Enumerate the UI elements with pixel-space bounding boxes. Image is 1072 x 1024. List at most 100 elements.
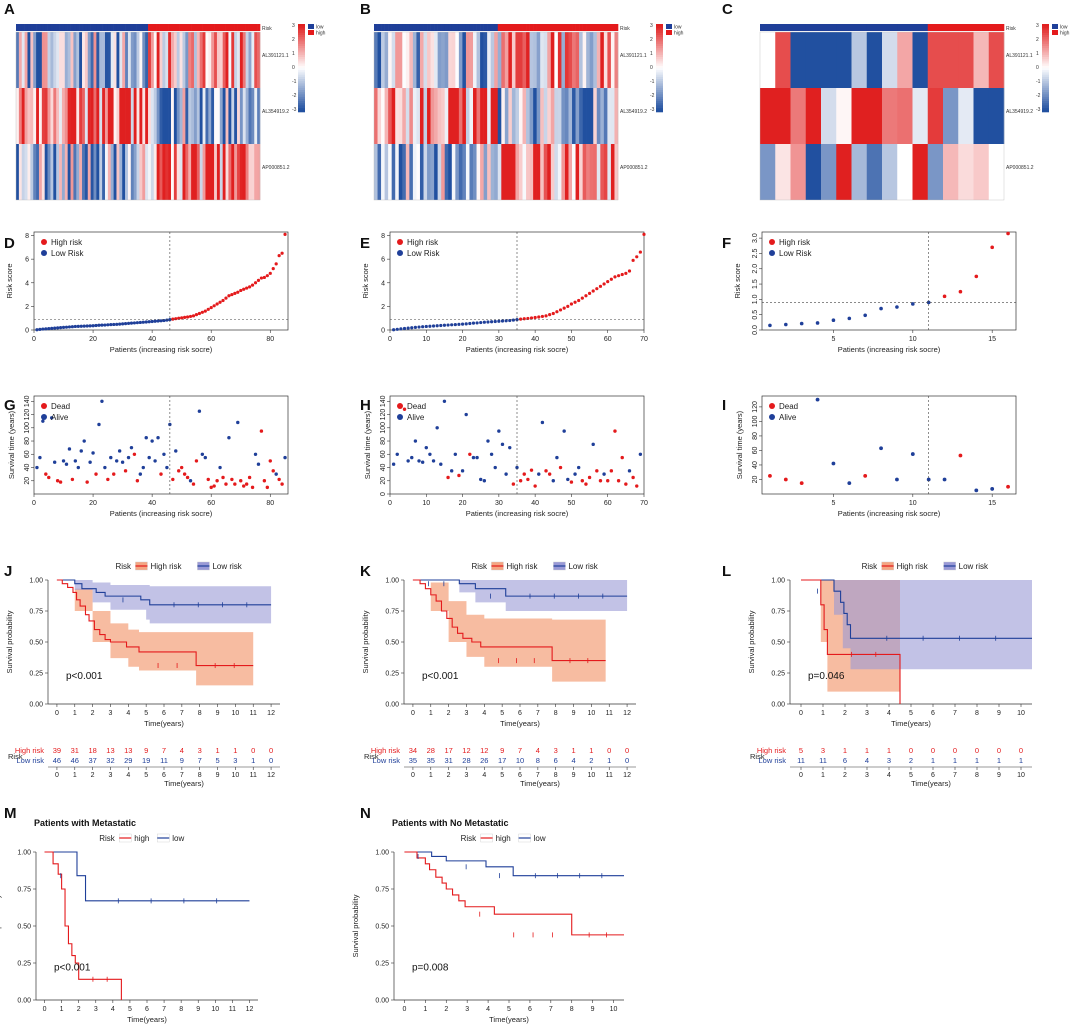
low-risk-point bbox=[479, 320, 483, 325]
heatmap-cell bbox=[182, 32, 186, 88]
color-scale-step bbox=[298, 92, 305, 95]
high-risk-point bbox=[990, 245, 994, 250]
heatmap-cell bbox=[173, 32, 178, 88]
heatmap-cell bbox=[402, 144, 407, 200]
low-risk-point bbox=[159, 319, 163, 323]
high-risk-point bbox=[236, 290, 240, 294]
heatmap-cell bbox=[76, 144, 80, 200]
heatmap-cell bbox=[434, 32, 438, 88]
risk-count-low: 9 bbox=[180, 756, 184, 765]
risk-annotation-cell bbox=[53, 24, 57, 31]
legend-marker-alive bbox=[41, 414, 47, 420]
heatmap-cell bbox=[423, 32, 428, 88]
color-scale-step bbox=[656, 37, 663, 40]
heatmap-cell bbox=[64, 144, 68, 200]
heatmap-cell bbox=[430, 88, 435, 144]
color-scale-tick: -3 bbox=[1036, 107, 1041, 113]
risk-annotation-cell bbox=[434, 24, 438, 31]
risk-count-low: 2 bbox=[909, 756, 913, 765]
risk-annotation-cell bbox=[462, 24, 467, 31]
heatmap-cell bbox=[214, 144, 218, 200]
low-risk-point bbox=[799, 321, 804, 326]
alive-point bbox=[410, 455, 414, 460]
heatmap-cell bbox=[522, 88, 527, 144]
heatmap-cell bbox=[36, 144, 40, 200]
color-scale-tick: -3 bbox=[650, 107, 655, 113]
x-tick-label: 15 bbox=[988, 336, 996, 343]
heatmap-cell bbox=[381, 32, 385, 88]
heatmap-cell bbox=[465, 32, 470, 88]
low-risk-point bbox=[129, 321, 134, 325]
x-tick-label: 0 bbox=[32, 500, 36, 507]
risk-annotation-cell bbox=[44, 24, 48, 31]
heatmap-cell bbox=[102, 32, 106, 88]
y-axis-title: Survival probability bbox=[0, 894, 2, 957]
heatmap-cell bbox=[469, 88, 474, 144]
y-tick-label: 20 bbox=[24, 477, 31, 485]
high-risk-point bbox=[242, 287, 246, 291]
risk-count-low: 0 bbox=[269, 756, 273, 765]
y-tick-label: 0.50 bbox=[17, 924, 31, 931]
color-scale-step bbox=[1042, 96, 1049, 100]
heatmap-cell bbox=[113, 144, 117, 200]
heatmap-cell bbox=[30, 88, 34, 144]
color-scale-step bbox=[1042, 107, 1049, 111]
heatmap-cell bbox=[122, 144, 126, 200]
dead-point bbox=[526, 477, 530, 482]
heatmap-cell bbox=[196, 32, 201, 88]
alive-point bbox=[156, 436, 160, 440]
high-risk-point bbox=[602, 282, 606, 286]
heatmap-cell bbox=[142, 88, 146, 144]
alive-point bbox=[64, 462, 69, 466]
risk-annotation-cell bbox=[33, 24, 37, 31]
y-axis-title: Survival time (years) bbox=[363, 410, 372, 479]
risk-annotation-cell bbox=[130, 24, 134, 31]
heatmap-cell bbox=[41, 32, 46, 88]
heatmap-cell bbox=[162, 32, 166, 88]
risk-annotation-cell bbox=[607, 24, 612, 31]
y-tick-label: 2.5 bbox=[752, 248, 759, 258]
heatmap-cell bbox=[248, 88, 252, 144]
heatmap-cell bbox=[593, 32, 598, 88]
heatmap-cell bbox=[533, 88, 537, 144]
risk-annotation-cell bbox=[483, 24, 488, 31]
low-risk-point bbox=[486, 320, 490, 324]
risk-count-low: 35 bbox=[409, 756, 417, 765]
risk-annotation-cell bbox=[248, 24, 252, 31]
heatmap-cell bbox=[836, 144, 852, 200]
heatmap-cell bbox=[30, 144, 34, 200]
high-risk-point bbox=[250, 283, 255, 287]
heatmap-cell bbox=[205, 32, 209, 88]
risk-count-high: 3 bbox=[821, 746, 825, 755]
heatmap-cell bbox=[251, 88, 255, 144]
heatmap-cell bbox=[547, 32, 552, 88]
y-tick-label: 2 bbox=[381, 304, 385, 311]
color-scale-tick: 0 bbox=[650, 65, 653, 71]
color-scale-step bbox=[1042, 72, 1049, 75]
risk-table-tick-label: 6 bbox=[162, 772, 166, 779]
legend-label-low: low bbox=[534, 834, 546, 843]
heatmap-cell bbox=[543, 88, 548, 144]
risk-annotation-cell bbox=[251, 24, 255, 31]
heatmap-cell bbox=[596, 144, 601, 200]
heatmap-cell bbox=[557, 32, 562, 88]
heatmap-cell bbox=[133, 144, 137, 200]
low-risk-point bbox=[450, 323, 454, 327]
heatmap-cell bbox=[239, 88, 244, 144]
dead-point bbox=[1006, 484, 1010, 489]
high-risk-curve bbox=[404, 851, 624, 936]
risk-table-tick-label: 5 bbox=[500, 772, 504, 779]
panel-label-i: I bbox=[722, 397, 726, 414]
heatmap-cell bbox=[589, 88, 594, 144]
y-axis-title: Risk score bbox=[5, 263, 14, 298]
heatmap-cell bbox=[836, 88, 852, 144]
risk-count-low: 1 bbox=[953, 756, 957, 765]
legend-label-high: high bbox=[496, 834, 511, 843]
color-scale-tick: -2 bbox=[650, 93, 655, 99]
heatmap-cell bbox=[973, 32, 990, 88]
risk-annotation-cell bbox=[202, 24, 206, 31]
heatmap-cell bbox=[239, 144, 244, 200]
risk-annotation-cell bbox=[182, 24, 186, 31]
alive-point bbox=[515, 465, 519, 470]
alive-point bbox=[942, 477, 947, 482]
